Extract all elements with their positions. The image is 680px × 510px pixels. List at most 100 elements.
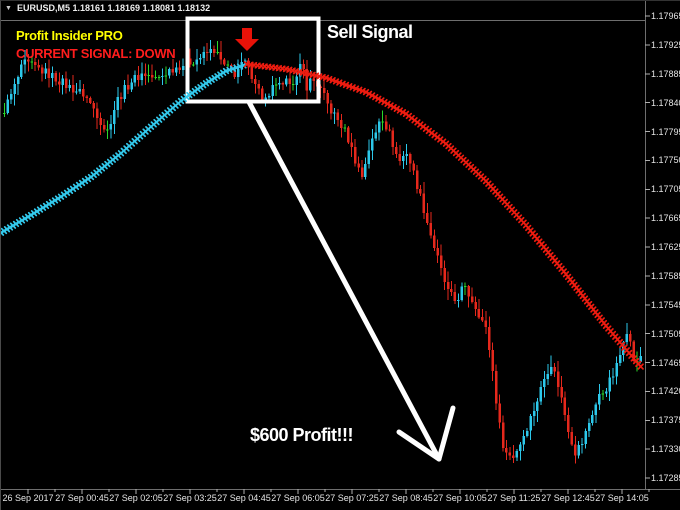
price-axis-label: 1.17795: [651, 126, 680, 137]
candle-body: [291, 84, 295, 85]
candle-body: [347, 127, 350, 143]
time-axis-label: 26 Sep 2017: [2, 493, 54, 503]
price-axis-label: 1.17885: [651, 68, 680, 79]
candle-body: [333, 112, 336, 114]
indicator-name-label: Profit Insider PRO: [16, 28, 123, 43]
candle-body: [632, 341, 636, 362]
candle-body: [336, 112, 340, 120]
profit-arrow: [246, 99, 456, 462]
candle-body: [546, 374, 550, 380]
candle-body: [605, 391, 608, 394]
candle-body: [580, 444, 584, 445]
candle-body: [391, 130, 395, 148]
chart-title-bar: ▼ EURUSD,M5 1.18161 1.18169 1.18081 1.181…: [5, 3, 210, 13]
candle-body: [71, 84, 75, 93]
candle-body: [522, 436, 525, 445]
time-axis-label: 27 Sep 02:05: [109, 493, 163, 503]
candle-body: [340, 119, 343, 129]
candle-body: [309, 78, 312, 91]
candle-body: [426, 212, 429, 223]
candle-body: [512, 455, 515, 458]
sell-arrow-icon: [235, 28, 259, 51]
candle-body: [144, 73, 147, 76]
candle-body: [381, 121, 384, 123]
candle-body: [89, 98, 92, 103]
candle-body: [508, 452, 512, 456]
candle-body: [532, 411, 536, 417]
candle-body: [525, 430, 529, 437]
candle-body: [95, 108, 99, 118]
candle-body: [450, 289, 453, 292]
candle-body: [611, 376, 615, 378]
candle-body: [137, 74, 140, 80]
candle-body: [37, 65, 40, 68]
candle-body: [305, 69, 309, 91]
time-axis-label: 27 Sep 06:05: [271, 493, 325, 503]
price-axis-label: 1.17585: [651, 270, 680, 281]
candle-body: [491, 350, 494, 372]
candle-body: [6, 99, 9, 113]
price-axis-label: 1.17665: [651, 213, 680, 224]
candle-body: [254, 78, 257, 85]
time-axis-label: 27 Sep 12:45: [541, 493, 595, 503]
candle-body: [577, 445, 580, 456]
candle-body: [446, 282, 450, 290]
candle-body: [133, 74, 137, 83]
time-axis-label: 27 Sep 14:05: [595, 493, 649, 503]
candle-body: [154, 77, 157, 79]
candle-body: [460, 286, 464, 300]
candle-body: [398, 154, 402, 161]
candle-body: [543, 379, 546, 387]
candle-body: [477, 308, 481, 318]
candle-body: [405, 154, 408, 157]
candle-body: [436, 248, 439, 256]
candle-body: [457, 299, 460, 302]
candle-body: [205, 51, 209, 54]
candle-body: [75, 91, 78, 93]
candle-body: [367, 150, 371, 165]
candle-body: [175, 67, 178, 73]
candle-body: [202, 51, 206, 58]
candles-layer: [3, 40, 642, 464]
candle-body: [615, 362, 618, 377]
candle-body: [505, 448, 508, 453]
price-axis-label: 1.17840: [651, 97, 680, 108]
time-axis-label: 27 Sep 07:25: [325, 493, 379, 503]
time-axis-label: 27 Sep 11:25: [487, 493, 541, 503]
candle-body: [226, 64, 230, 66]
candle-body: [357, 163, 360, 168]
candle-body: [549, 366, 553, 374]
candle-body: [470, 296, 474, 302]
chevron-down-icon[interactable]: ▼: [5, 5, 12, 12]
candle-body: [250, 64, 254, 79]
candle-body: [515, 450, 519, 458]
candle-body: [126, 85, 130, 90]
candle-body: [329, 103, 333, 114]
candle-body: [157, 76, 161, 78]
candle-body: [353, 147, 357, 164]
candle-body: [58, 81, 61, 85]
candle-body: [188, 58, 192, 65]
price-axis-label: 1.17330: [651, 444, 680, 455]
price-axis-label: 1.17505: [651, 328, 680, 339]
candle-body: [433, 235, 436, 248]
candle-body: [374, 132, 378, 139]
candle-body: [119, 97, 123, 100]
candle-body: [288, 78, 292, 84]
candle-body: [164, 75, 168, 77]
candle-body: [453, 291, 457, 302]
candle-body: [267, 96, 271, 98]
candle-body: [44, 68, 47, 74]
price-axis-label: 1.17420: [651, 386, 680, 397]
candle-body: [109, 124, 113, 130]
candle-body: [484, 320, 488, 327]
time-axis-label: 27 Sep 08:45: [379, 493, 433, 503]
candle-body: [147, 75, 150, 77]
candle-body: [78, 88, 82, 92]
sell-signal-annotation: Sell Signal: [327, 22, 413, 42]
candle-body: [209, 49, 212, 54]
candle-body: [429, 222, 433, 236]
candle-body: [360, 167, 364, 178]
